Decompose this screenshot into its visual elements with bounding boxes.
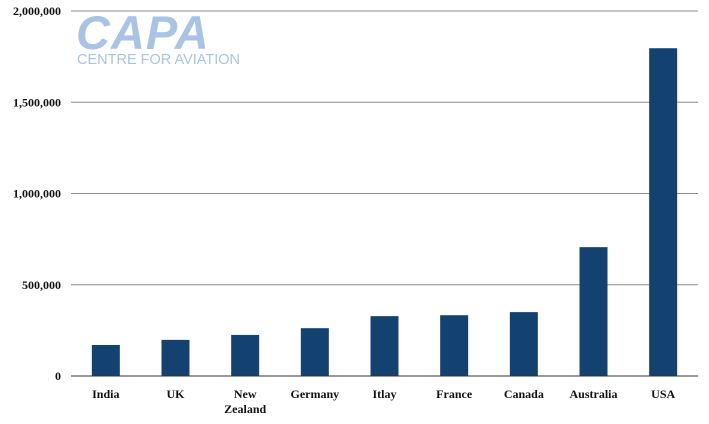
bar: [579, 247, 608, 376]
x-tick-label: Canada: [504, 387, 544, 401]
y-tick-label: 500,000: [22, 278, 61, 292]
bar: [91, 344, 120, 376]
watermark-logo-subtext: CENTRE FOR AVIATION: [77, 52, 240, 68]
y-tick-label: 1,000,000: [13, 187, 61, 201]
x-axis-category-labels: India UK New Zealand Germany Itlay France Canad…: [92, 387, 675, 416]
x-tick-label: Itlay: [373, 387, 397, 401]
bars: [91, 48, 678, 376]
x-tick-label: New Zealand: [224, 387, 266, 416]
bar: [440, 315, 469, 376]
y-tick-label: 0: [55, 369, 61, 383]
bar: [649, 48, 678, 376]
capa-watermark-logo: CAPA CENTRE FOR AVIATION: [76, 6, 240, 68]
y-tick-label: 2,000,000: [13, 4, 61, 18]
y-tick-label: 1,500,000: [13, 95, 61, 109]
bar: [161, 339, 190, 376]
y-axis-tick-labels: 0 500,000 1,000,000 1,500,000 2,000,000: [13, 4, 61, 383]
x-tick-label: Germany: [291, 387, 340, 401]
x-tick-label: France: [436, 387, 473, 401]
bar: [509, 312, 538, 376]
x-tick-label: Australia: [570, 387, 618, 401]
x-tick-label: UK: [167, 387, 186, 401]
bar: [231, 334, 260, 376]
bar: [370, 316, 399, 376]
x-tick-label: India: [92, 387, 119, 401]
bar: [300, 328, 329, 376]
watermark-logo-text: CAPA: [76, 6, 210, 59]
x-tick-label: USA: [651, 387, 675, 401]
